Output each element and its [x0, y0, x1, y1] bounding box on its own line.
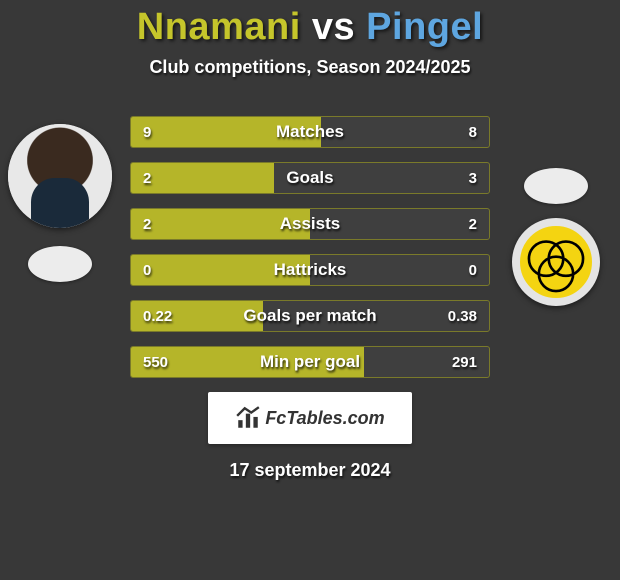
stat-bar: 23Goals: [130, 162, 490, 194]
stat-bar: 0.220.38Goals per match: [130, 300, 490, 332]
stat-label: Goals: [131, 163, 489, 193]
stat-bar: 00Hattricks: [130, 254, 490, 286]
title-player1: Nnamani: [137, 6, 301, 48]
stat-label: Goals per match: [131, 301, 489, 331]
page-title: Nnamani vs Pingel: [137, 6, 483, 49]
stat-label: Min per goal: [131, 347, 489, 377]
player1-flag: [28, 246, 92, 282]
stat-label: Assists: [131, 209, 489, 239]
brand-badge[interactable]: FcTables.com: [208, 392, 412, 444]
title-player2: Pingel: [366, 6, 483, 48]
stat-bar: 550291Min per goal: [130, 346, 490, 378]
stat-label: Hattricks: [131, 255, 489, 285]
club-logo-icon: [523, 229, 589, 295]
brand-text: FcTables.com: [265, 408, 384, 429]
player2-flag: [524, 168, 588, 204]
subtitle: Club competitions, Season 2024/2025: [149, 57, 470, 78]
stat-bars: 98Matches 23Goals 22Assists 00Hattricks 0.22…: [130, 116, 490, 378]
title-vs: vs: [312, 6, 355, 48]
player2-block: [504, 168, 608, 306]
stat-bar: 22Assists: [130, 208, 490, 240]
stat-bar: 98Matches: [130, 116, 490, 148]
player1-avatar: [8, 124, 112, 228]
player2-club-logo: [512, 218, 600, 306]
stat-label: Matches: [131, 117, 489, 147]
chart-icon: [235, 405, 261, 431]
comparison-card: Nnamani vs Pingel Club competitions, Sea…: [0, 0, 620, 580]
player1-block: [8, 124, 112, 282]
player-photo-placeholder: [8, 124, 112, 228]
date-text: 17 september 2024: [229, 460, 390, 481]
